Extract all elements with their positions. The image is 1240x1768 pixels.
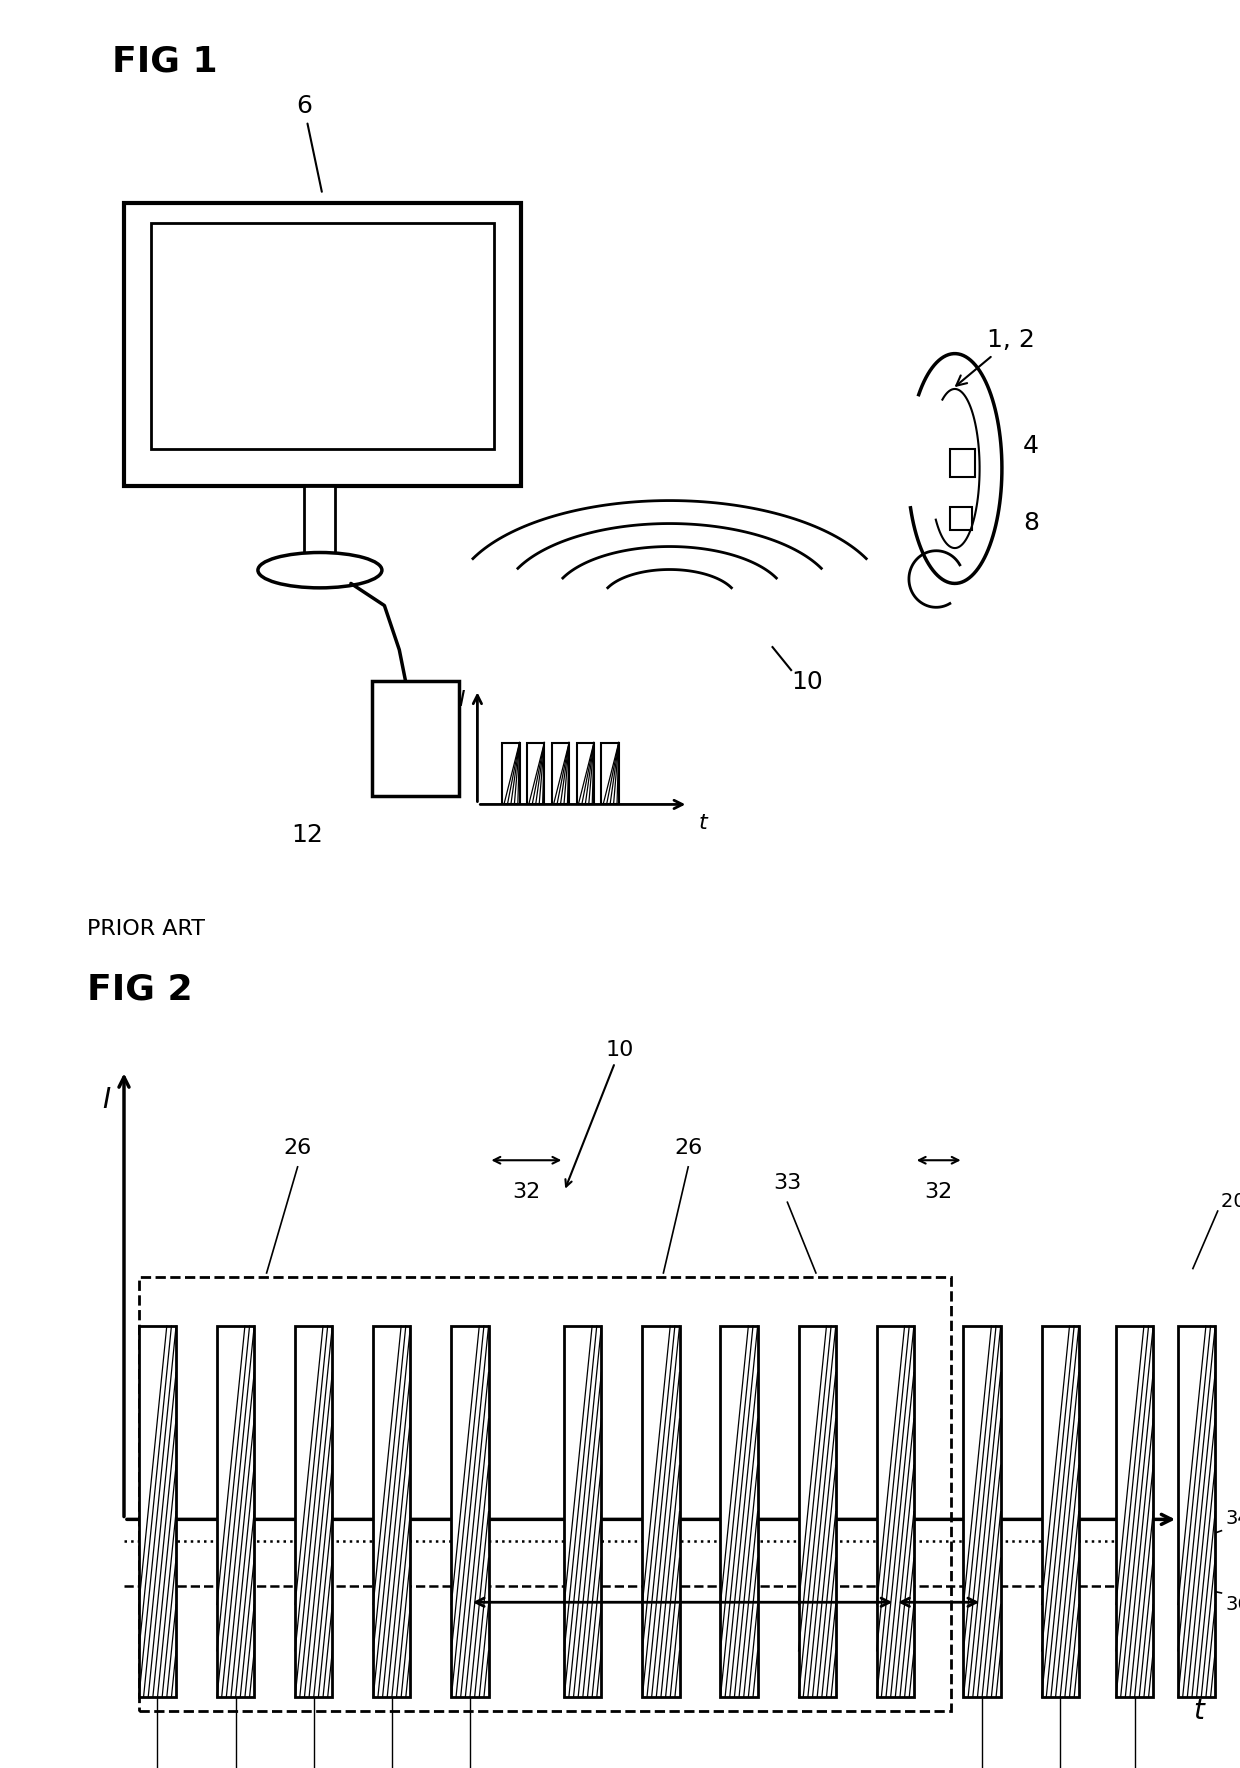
Text: 26: 26 — [284, 1139, 311, 1158]
Bar — [139, 1276, 951, 1711]
Bar — [1116, 1326, 1153, 1697]
Bar — [295, 1326, 332, 1697]
Text: FIG 1: FIG 1 — [112, 44, 217, 78]
Bar — [372, 681, 459, 796]
Bar — [373, 1326, 410, 1697]
Bar — [139, 1326, 176, 1697]
Text: 20, 33: 20, 33 — [1221, 1192, 1240, 1211]
Text: 36: 36 — [1225, 1595, 1240, 1614]
Text: 10: 10 — [791, 670, 823, 695]
Text: 33: 33 — [774, 1174, 801, 1193]
Bar — [950, 449, 975, 477]
Bar — [304, 486, 335, 566]
Text: I: I — [458, 690, 465, 709]
Bar — [963, 1326, 1001, 1697]
Text: 4: 4 — [1023, 435, 1039, 458]
Text: 12: 12 — [291, 824, 324, 847]
Bar — [601, 743, 619, 804]
Text: 6: 6 — [296, 94, 322, 191]
Bar — [527, 743, 544, 804]
Bar — [1042, 1326, 1079, 1697]
Text: 32: 32 — [925, 1183, 952, 1202]
Bar — [799, 1326, 836, 1697]
Text: 1, 2: 1, 2 — [956, 329, 1034, 385]
Bar — [451, 1326, 489, 1697]
Text: 26: 26 — [675, 1139, 702, 1158]
Text: t: t — [698, 813, 707, 833]
Text: PRIOR ART: PRIOR ART — [87, 919, 205, 939]
Bar — [217, 1326, 254, 1697]
Bar — [577, 743, 594, 804]
Text: FIG 2: FIG 2 — [87, 972, 192, 1006]
Bar — [502, 743, 520, 804]
Bar — [720, 1326, 758, 1697]
Bar — [642, 1326, 680, 1697]
Bar — [564, 1326, 601, 1697]
Text: 8: 8 — [1023, 511, 1039, 536]
Text: t: t — [1193, 1697, 1204, 1724]
Bar — [151, 223, 494, 449]
Bar — [124, 203, 521, 486]
Bar — [1178, 1326, 1215, 1697]
Ellipse shape — [258, 552, 382, 587]
Bar — [950, 507, 972, 530]
Text: I: I — [103, 1086, 110, 1114]
Text: 32: 32 — [512, 1183, 541, 1202]
Bar — [877, 1326, 914, 1697]
Text: 34: 34 — [1225, 1510, 1240, 1528]
Bar — [552, 743, 569, 804]
Text: 10: 10 — [565, 1040, 634, 1186]
